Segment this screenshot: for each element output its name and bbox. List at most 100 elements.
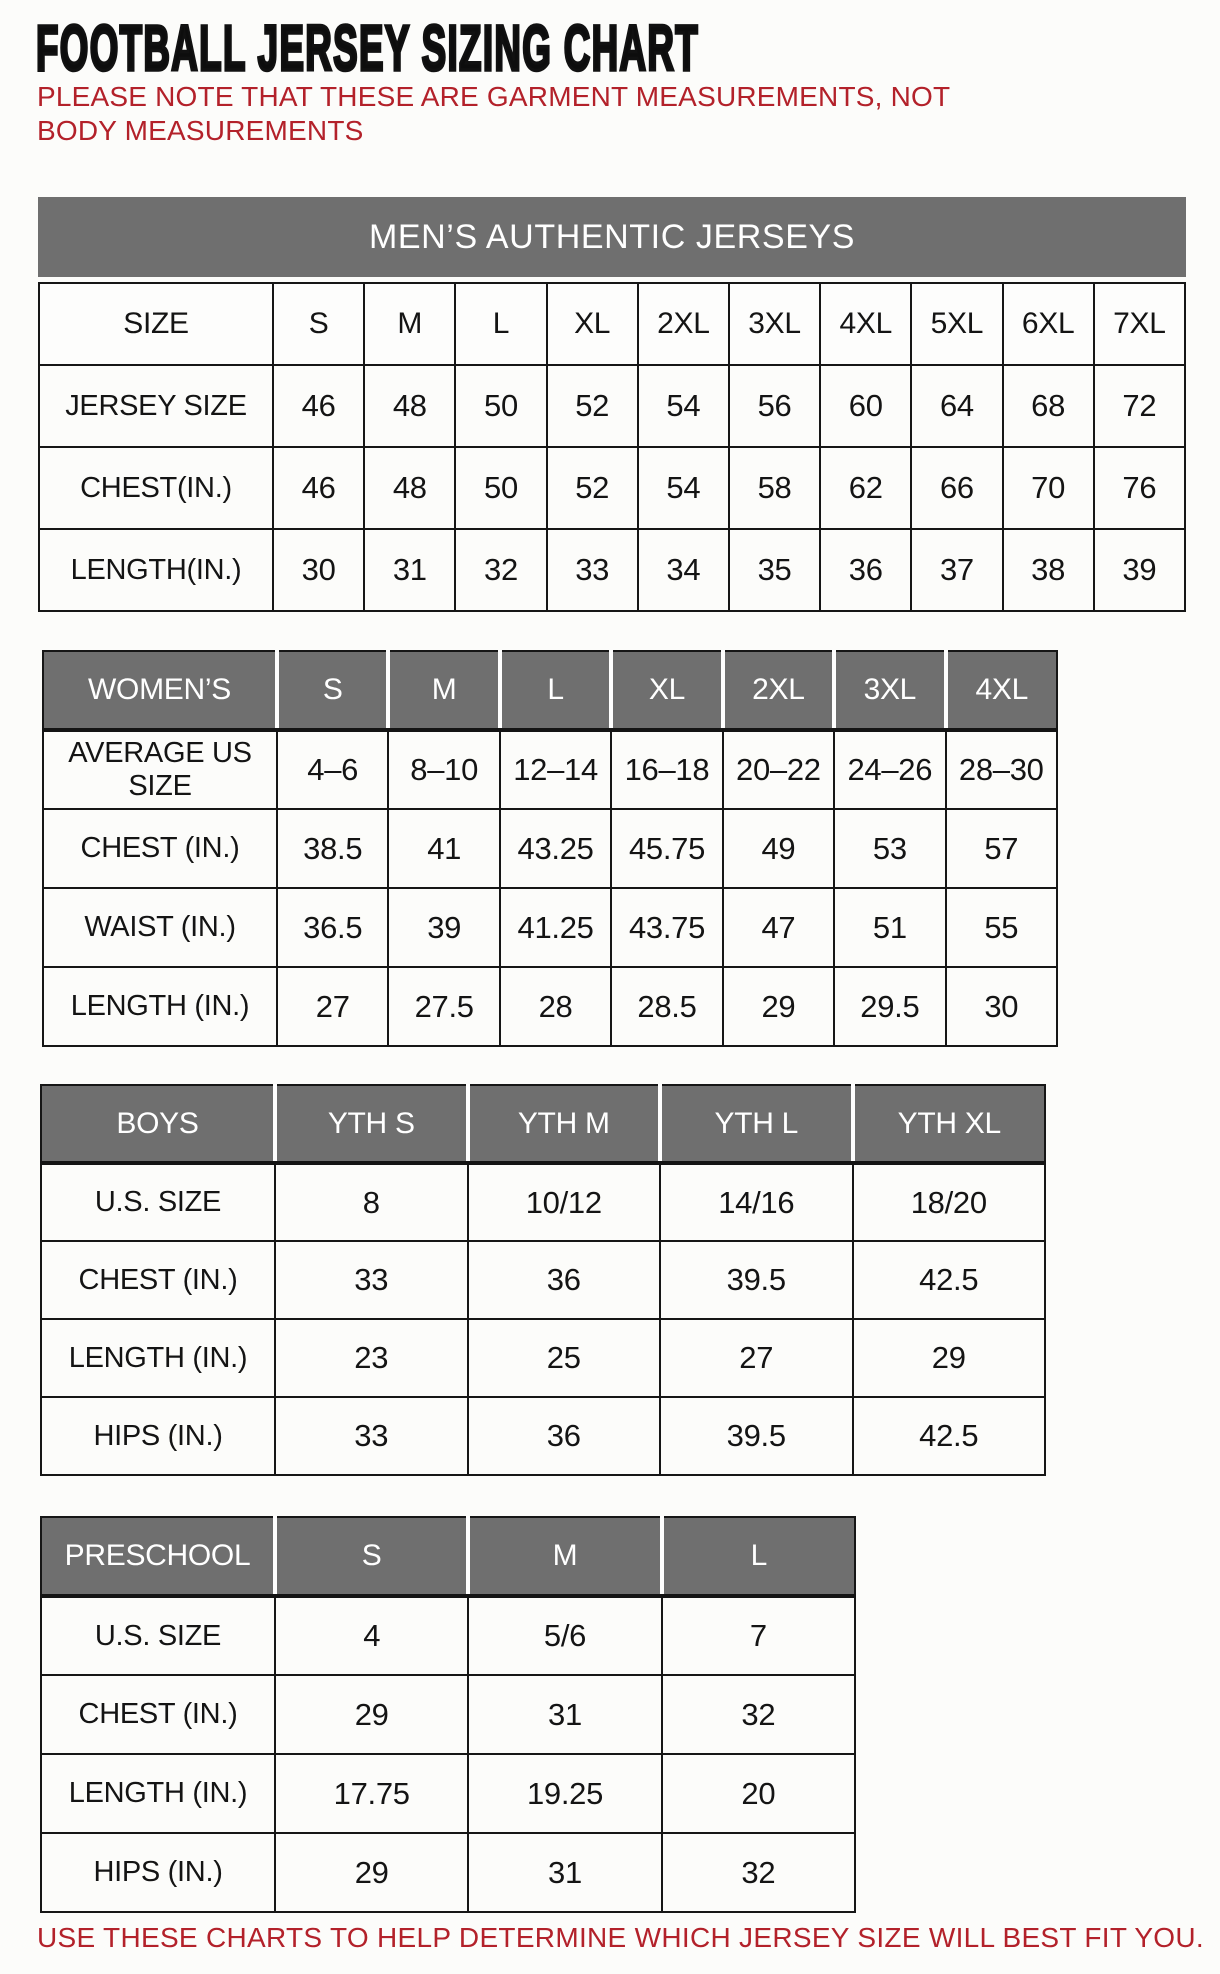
womens-cell: 51 [833,887,947,968]
mens-cell: 50 [454,364,548,448]
womens-cell: 57 [944,808,1059,889]
mens-cell: 32 [454,528,548,612]
womens-cell: 43.75 [610,887,724,968]
preschool-row: CHEST (IN.) 29 31 32 [40,1674,857,1755]
womens-cell: 28–30 [944,729,1059,810]
womens-cell: 36.5 [275,887,390,968]
mens-row-label: JERSEY SIZE [38,364,274,448]
mens-row-label: CHEST(IN.) [38,446,274,530]
mens-cell: 54 [636,364,730,448]
mens-header-row: SIZE S M L XL 2XL 3XL 4XL 5XL 6XL 7XL [38,282,1187,366]
boys-row-label: U.S. SIZE [40,1162,276,1242]
mens-cell: 70 [1001,446,1095,530]
boys-cell: 36 [466,1396,661,1476]
preschool-header-col-l: L [659,1516,857,1598]
mens-row-label: LENGTH(IN.) [38,528,274,612]
boys-cell: 36 [466,1240,661,1320]
preschool-header-label: PRESCHOOL [40,1516,277,1598]
mens-row: CHEST(IN.) 46 48 50 52 54 58 62 66 70 76 [38,446,1187,530]
womens-row: WAIST (IN.) 36.5 39 41.25 43.75 47 51 55 [42,887,1059,968]
womens-header-col-s: S [274,650,391,732]
womens-header-col-2xl: 2XL [720,650,837,732]
womens-header-col-m: M [386,650,502,732]
preschool-row: LENGTH (IN.) 17.75 19.25 20 [40,1753,857,1834]
mens-cell: 48 [363,364,457,448]
mens-header-col-xl: XL [545,282,639,366]
preschool-jerseys-table: PRESCHOOL S M L U.S. SIZE 4 5/6 7 CHEST (IN.) 29 3… [40,1516,857,1913]
mens-header-col-m: M [363,282,457,366]
mens-header-col-7xl: 7XL [1092,282,1187,366]
preschool-cell: 4 [273,1595,470,1676]
boys-row: HIPS (IN.) 33 36 39.5 42.5 [40,1396,1046,1476]
mens-cell: 37 [910,528,1004,612]
boys-cell: 42.5 [851,1240,1046,1320]
mens-cell: 36 [819,528,913,612]
boys-cell: 39.5 [659,1396,854,1476]
preschool-cell: 32 [660,1832,857,1913]
mens-header-col-2xl: 2XL [636,282,730,366]
mens-size-grid: SIZE S M L XL 2XL 3XL 4XL 5XL 6XL 7XL JERSEY SIZE 46… [38,282,1187,612]
womens-cell: 30 [944,966,1059,1047]
mens-header-label: SIZE [38,282,274,366]
mens-header-col-3xl: 3XL [727,282,822,366]
womens-cell: 4–6 [275,729,390,810]
boys-cell: 23 [274,1318,469,1398]
womens-row: AVERAGE US SIZE 4–6 8–10 12–14 16–18 20–22 24–… [42,729,1059,810]
womens-cell: 16–18 [610,729,724,810]
mens-cell: 38 [1001,528,1095,612]
preschool-cell: 32 [660,1674,857,1755]
womens-header-col-xl: XL [609,650,725,732]
preschool-header-col-s: S [272,1516,471,1598]
mens-header-col-l: L [454,282,548,366]
boys-cell: 8 [274,1162,469,1242]
page-title: FOOTBALL JERSEY SIZING CHART [35,11,700,85]
mens-cell: 52 [545,364,639,448]
boys-cell: 14/16 [659,1162,854,1242]
mens-header-col-5xl: 5XL [910,282,1004,366]
boys-header-label: BOYS [40,1084,277,1165]
boys-row-label: HIPS (IN.) [40,1396,276,1476]
boys-header-col-yth-s: YTH S [273,1084,470,1165]
preschool-cell: 31 [467,1674,663,1755]
boys-cell: 39.5 [659,1240,854,1320]
mens-cell: 56 [727,364,822,448]
womens-row: CHEST (IN.) 38.5 41 43.25 45.75 49 53 57 [42,808,1059,889]
mens-cell: 33 [545,528,639,612]
boys-cell: 33 [274,1396,469,1476]
womens-row: LENGTH (IN.) 27 27.5 28 28.5 29 29.5 30 [42,966,1059,1047]
womens-jerseys-table: WOMEN’S S M L XL 2XL 3XL 4XL AVERAGE US SIZE 4–6 8… [42,650,1059,1047]
womens-cell: 29.5 [833,966,947,1047]
womens-cell: 27.5 [387,966,501,1047]
preschool-cell: 19.25 [467,1753,663,1834]
mens-cell: 39 [1092,528,1187,612]
garment-measurements-note: PLEASE NOTE THAT THESE ARE GARMENT MEASU… [37,81,950,146]
mens-row: JERSEY SIZE 46 48 50 52 54 56 60 64 68 72 [38,364,1187,448]
mens-header-col-4xl: 4XL [819,282,913,366]
footer-note: USE THESE CHARTS TO HELP DETERMINE WHICH… [37,1922,1204,1953]
boys-header-col-yth-l: YTH L [658,1084,855,1165]
preschool-row-label: U.S. SIZE [40,1595,276,1676]
womens-cell: 47 [721,887,836,968]
womens-cell: 53 [833,808,947,889]
boys-row-label: LENGTH (IN.) [40,1318,276,1398]
mens-cell: 64 [910,364,1004,448]
preschool-row: HIPS (IN.) 29 31 32 [40,1832,857,1913]
mens-cell: 46 [271,446,366,530]
boys-cell: 42.5 [851,1396,1046,1476]
boys-header-row: BOYS YTH S YTH M YTH L YTH XL [40,1084,1046,1165]
mens-cell: 46 [271,364,366,448]
womens-cell: 43.25 [498,808,613,889]
preschool-header-col-m: M [466,1516,664,1598]
mens-cell: 60 [819,364,913,448]
mens-cell: 62 [819,446,913,530]
womens-row-label: CHEST (IN.) [42,808,278,889]
womens-cell: 28 [498,966,613,1047]
womens-cell: 24–26 [833,729,947,810]
mens-cell: 52 [545,446,639,530]
mens-header-col-s: S [271,282,366,366]
womens-cell: 27 [275,966,390,1047]
womens-cell: 12–14 [498,729,613,810]
womens-cell: 49 [721,808,836,889]
mens-cell: 34 [636,528,730,612]
